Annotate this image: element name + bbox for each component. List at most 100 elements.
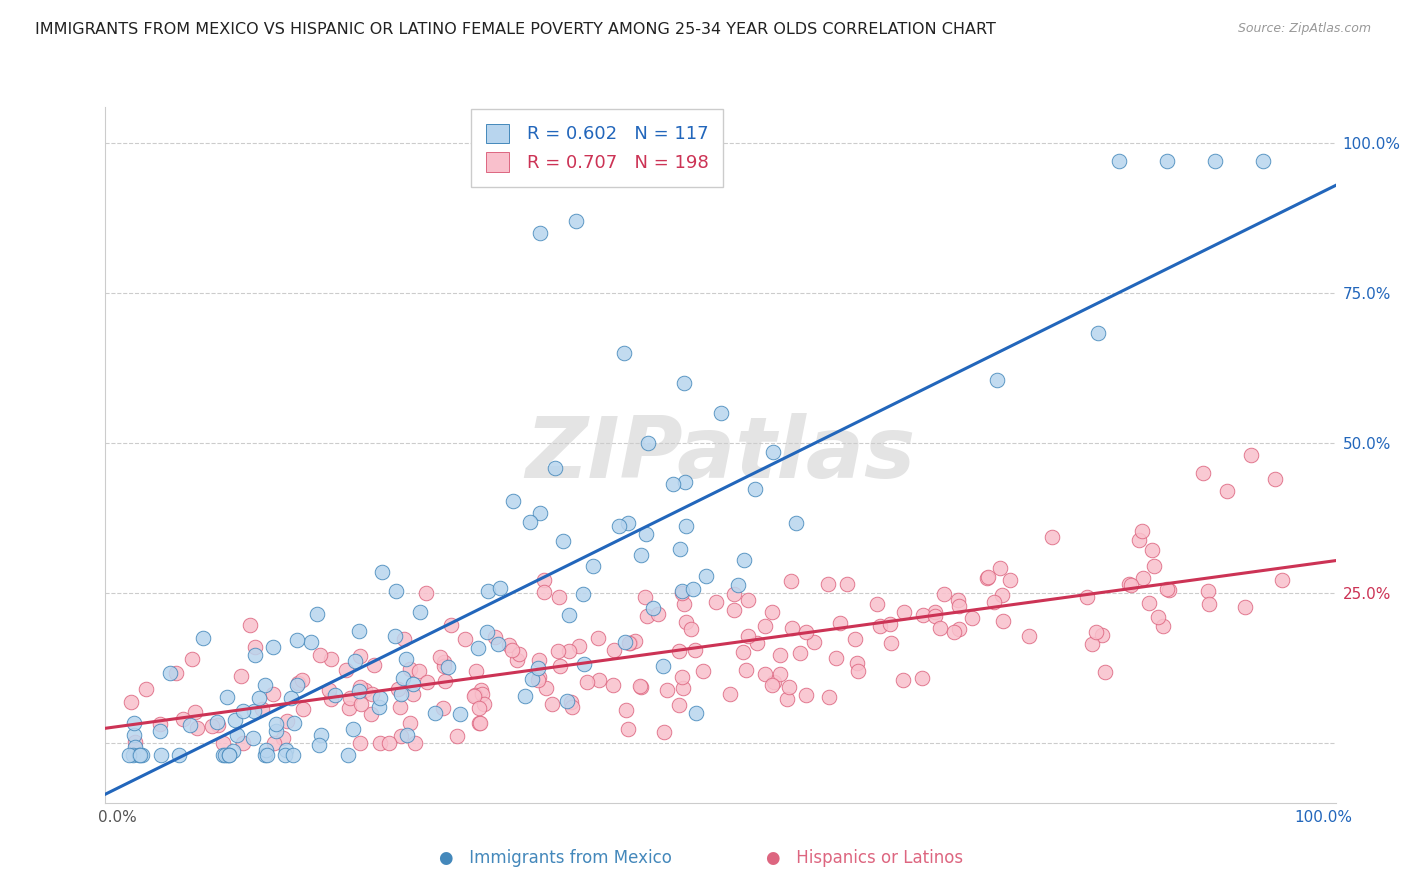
Point — [911, 672, 934, 686]
Point — [946, 592, 969, 607]
Point — [215, 747, 238, 762]
Point — [683, 642, 706, 657]
Point — [391, 729, 413, 743]
Point — [165, 665, 187, 680]
Point — [527, 673, 550, 687]
Point — [402, 677, 425, 691]
Point — [468, 716, 491, 731]
Point — [122, 728, 145, 742]
Point — [988, 561, 1011, 575]
Point — [221, 744, 243, 758]
Point — [835, 577, 858, 591]
Point — [879, 616, 901, 631]
Point — [502, 494, 524, 508]
Point — [893, 606, 915, 620]
Point — [845, 656, 868, 670]
Point — [131, 747, 153, 762]
Point — [695, 569, 717, 583]
Point — [149, 716, 172, 731]
Point — [817, 576, 839, 591]
Point — [775, 692, 797, 706]
Point — [501, 642, 523, 657]
Point — [780, 574, 803, 588]
Legend: R = 0.602   N = 117, R = 0.707   N = 198: R = 0.602 N = 117, R = 0.707 N = 198 — [471, 109, 724, 186]
Point — [825, 651, 848, 665]
Point — [588, 673, 610, 687]
Point — [429, 650, 451, 665]
Point — [983, 595, 1005, 609]
Point — [408, 664, 430, 678]
Point — [342, 722, 364, 736]
Point — [682, 582, 704, 596]
Point — [607, 519, 630, 533]
Point — [768, 667, 790, 681]
Point — [264, 717, 287, 731]
Point — [243, 648, 266, 662]
Point — [614, 703, 637, 717]
Point — [560, 695, 582, 709]
Point — [122, 747, 145, 762]
Point — [440, 617, 463, 632]
Point — [239, 618, 262, 632]
Point — [179, 718, 201, 732]
Point — [262, 640, 284, 654]
Point — [948, 622, 970, 636]
Point — [1147, 609, 1170, 624]
Point — [1152, 619, 1174, 633]
Point — [643, 601, 665, 615]
Point — [254, 747, 277, 762]
Point — [1132, 570, 1154, 584]
Point — [796, 689, 818, 703]
Point — [389, 687, 412, 701]
Point — [212, 736, 235, 750]
Point — [149, 723, 172, 738]
Point — [339, 691, 361, 706]
Point — [891, 673, 914, 688]
Point — [582, 558, 605, 573]
Point — [489, 581, 512, 595]
Point — [661, 476, 683, 491]
Point — [398, 662, 420, 676]
Point — [527, 670, 550, 684]
Point — [1192, 466, 1215, 480]
Point — [1253, 154, 1275, 169]
Point — [565, 214, 588, 228]
Point — [869, 618, 891, 632]
Point — [636, 608, 658, 623]
Point — [1121, 578, 1143, 592]
Point — [558, 608, 581, 623]
Point — [254, 743, 277, 757]
Point — [628, 679, 651, 693]
Point — [218, 747, 240, 762]
Point — [603, 642, 626, 657]
Point — [669, 541, 692, 556]
Point — [232, 736, 254, 750]
Point — [454, 632, 477, 646]
Text: ●   Hispanics or Latinos: ● Hispanics or Latinos — [766, 849, 963, 867]
Point — [391, 671, 413, 685]
Point — [762, 445, 785, 459]
Point — [159, 666, 181, 681]
Point — [733, 645, 755, 659]
Point — [281, 747, 304, 762]
Point — [498, 638, 520, 652]
Point — [384, 629, 406, 643]
Point — [671, 586, 693, 600]
Point — [673, 475, 696, 490]
Point — [652, 724, 675, 739]
Point — [231, 669, 253, 683]
Point — [1143, 559, 1166, 574]
Point — [387, 682, 409, 697]
Point — [207, 715, 229, 730]
Point — [624, 633, 647, 648]
Point — [263, 736, 285, 750]
Point — [637, 436, 659, 450]
Point — [647, 607, 669, 621]
Point — [962, 611, 984, 625]
Point — [212, 747, 235, 762]
Point — [1087, 326, 1109, 341]
Point — [1156, 582, 1178, 596]
Point — [558, 643, 581, 657]
Point — [880, 636, 903, 650]
Point — [692, 664, 714, 678]
